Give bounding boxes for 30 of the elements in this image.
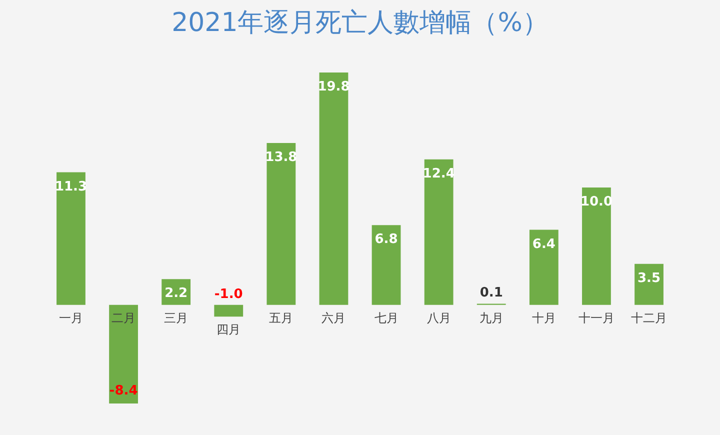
bar xyxy=(266,142,296,305)
bar xyxy=(319,72,348,305)
x-tick-label: 一月 xyxy=(58,310,83,325)
x-tick-label: 十二月 xyxy=(631,310,668,325)
data-label: -1.0 xyxy=(214,286,243,302)
x-tick-label: 四月 xyxy=(216,322,241,337)
data-label: 6.4 xyxy=(532,236,556,252)
data-label: 6.8 xyxy=(374,232,398,248)
bar xyxy=(56,172,86,305)
bar xyxy=(529,230,558,305)
data-label: -8.4 xyxy=(109,383,138,398)
bar xyxy=(109,304,138,404)
x-tick-label: 二月 xyxy=(112,310,136,325)
data-label: 3.5 xyxy=(638,270,661,286)
x-tick-label: 六月 xyxy=(322,310,346,325)
x-tick-label: 八月 xyxy=(426,310,451,325)
chart-title: 2021年逐月死亡人數增幅（%） xyxy=(172,8,548,38)
bar xyxy=(582,188,611,305)
bar xyxy=(634,264,664,305)
x-tick-label: 七月 xyxy=(374,310,398,325)
data-label: 0.1 xyxy=(480,286,503,301)
bar xyxy=(214,304,244,317)
bar xyxy=(372,225,401,305)
data-label: 2.2 xyxy=(164,286,188,302)
x-tick-label: 五月 xyxy=(269,310,294,325)
x-tick-label: 三月 xyxy=(164,310,188,325)
x-tick-label: 十一月 xyxy=(578,310,614,325)
bar xyxy=(424,159,454,305)
x-tick-label: 十月 xyxy=(532,310,556,325)
x-tick-label: 九月 xyxy=(479,310,504,325)
